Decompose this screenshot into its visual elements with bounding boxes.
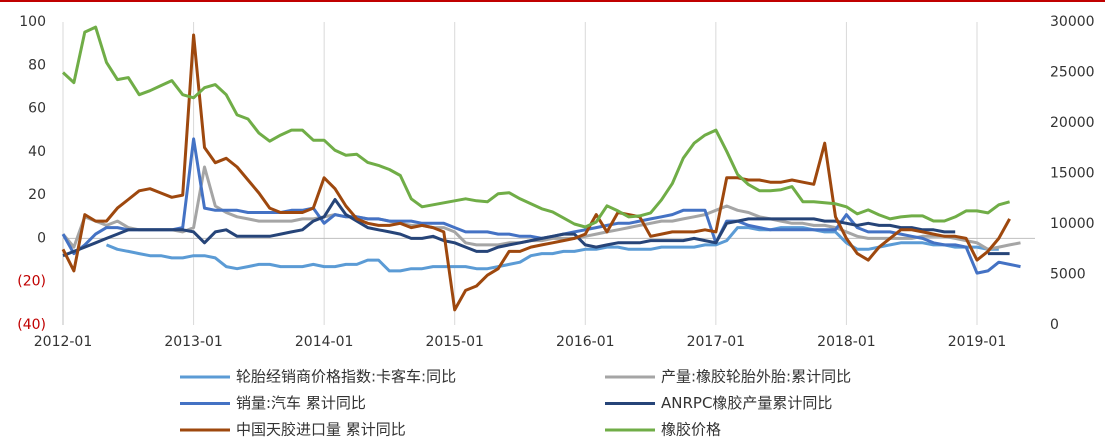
series-line [61,25,1011,229]
y-tick-label: 60 [28,101,46,117]
y2-tick-label: 20000 [1050,115,1095,131]
y2-tick-label: 25000 [1050,65,1095,81]
legend-label: 产量:橡胶轮胎外胎:累计同比 [661,368,851,386]
x-tick-label: 2013-01 [164,334,223,350]
series-line [61,33,1011,312]
y-tick-label: 100 [19,14,46,30]
x-tick-label: 2016-01 [556,334,615,350]
x-tick-label: 2014-01 [295,334,354,350]
legend-label: 中国天胶进口量 累计同比 [236,421,406,439]
y-tick-label: 80 [28,57,46,73]
y-tick-label: 20 [28,187,46,203]
y-tick-label: (20) [17,274,46,290]
x-tick-label: 2018-01 [817,334,876,350]
x-tick-label: 2015-01 [425,334,484,350]
legend-label: 橡胶价格 [661,421,721,439]
series-line [62,198,1010,258]
legend-label: 轮胎经销商价格指数:卡客车:同比 [236,368,456,386]
y-tick-label: 40 [28,144,46,160]
y2-tick-label: 0 [1050,317,1059,333]
legend-label: ANRPC橡胶产量累计同比 [661,394,832,412]
y2-tick-label: 5000 [1050,267,1086,283]
x-tick-label: 2012-01 [34,334,93,350]
y-tick-label: (40) [17,317,46,333]
y2-tick-label: 15000 [1050,166,1095,182]
y2-tick-label: 10000 [1050,216,1095,232]
x-tick-label: 2019-01 [948,334,1007,350]
series-line [105,226,999,273]
legend-label: 销量:汽车 累计同比 [236,394,366,412]
x-tick-label: 2017-01 [687,334,746,350]
y-tick-label: 0 [37,230,46,246]
y2-tick-label: 30000 [1050,14,1095,30]
